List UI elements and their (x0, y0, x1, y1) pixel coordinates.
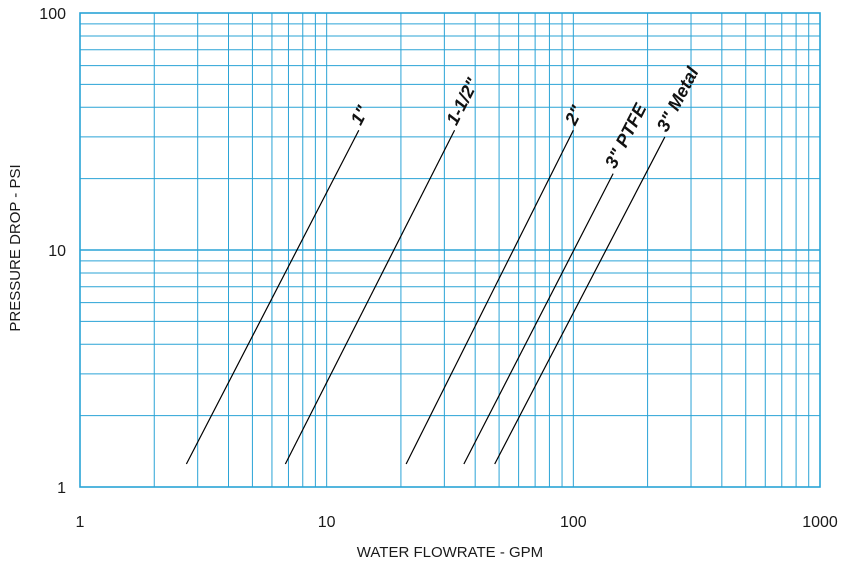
x-tick-label: 1 (76, 514, 85, 531)
series-label: 1" (347, 102, 373, 128)
y-tick-label: 100 (39, 6, 66, 23)
x-axis-label: WATER FLOWRATE - GPM (357, 544, 543, 561)
x-tick-labels: 1 10 100 1000 (76, 514, 838, 531)
grid (79, 12, 821, 488)
y-tick-label: 1 (57, 480, 66, 497)
series-label: 3" PTFE (601, 100, 651, 172)
x-tick-label: 1000 (802, 514, 838, 531)
x-tick-label: 100 (560, 514, 587, 531)
series-line (494, 136, 666, 465)
series-line (463, 173, 614, 465)
series-line (405, 130, 574, 465)
x-tick-label: 10 (318, 514, 336, 531)
y-tick-label: 10 (48, 243, 66, 260)
series-label: 1-1/2" (442, 74, 482, 128)
plot-frame (79, 12, 821, 488)
series-line (284, 130, 456, 465)
y-axis-label: PRESSURE DROP - PSI (7, 164, 24, 331)
series-label: 2" (561, 102, 588, 129)
series-line (185, 130, 360, 465)
y-tick-labels: 1 10 100 (39, 6, 66, 497)
series-label: 3" Metal (653, 63, 703, 135)
series-lines (185, 130, 666, 465)
